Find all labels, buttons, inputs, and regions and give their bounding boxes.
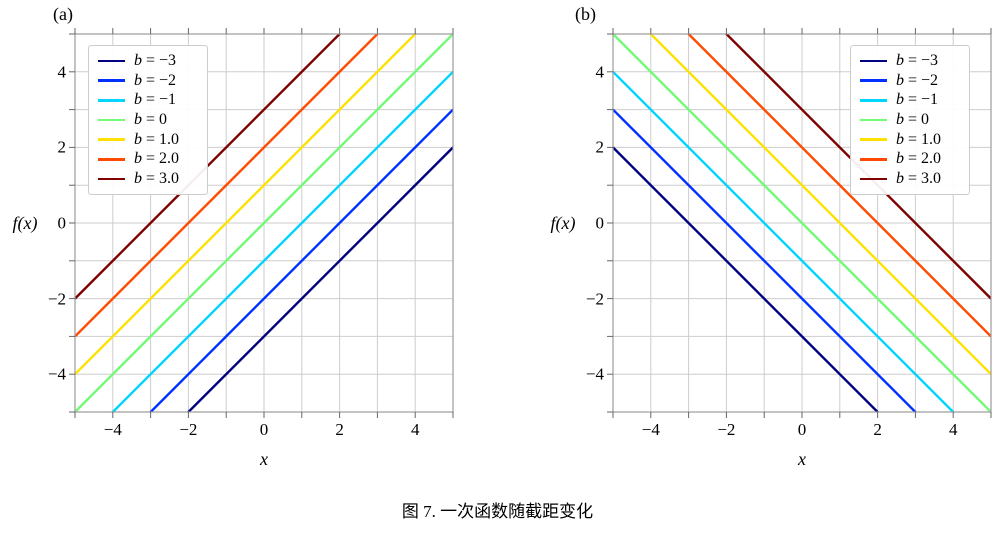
series-lines — [75, 34, 453, 412]
x-tick-label: −4 — [103, 420, 122, 439]
legend-item: b = −1 — [860, 90, 960, 110]
x-tick-label: 0 — [259, 420, 269, 439]
legend-swatch — [860, 157, 887, 161]
x-tick-label: 2 — [335, 420, 344, 439]
series-line — [686, 34, 991, 338]
legend-item: b = −2 — [860, 71, 960, 91]
series-line — [613, 70, 955, 412]
y-tick-label: 4 — [57, 62, 67, 82]
legend-swatch — [98, 118, 125, 122]
legend-label: b = 1.0 — [134, 130, 180, 148]
series-line — [649, 34, 991, 376]
x-axis-label: x — [260, 449, 268, 469]
series-line — [75, 34, 342, 300]
plot-area-b — [607, 28, 992, 418]
legend-label: b = −1 — [896, 91, 939, 109]
y-tick-label: 0 — [57, 213, 67, 233]
y-tick-label: −2 — [585, 289, 604, 309]
legend-item: b = −3 — [98, 51, 198, 71]
legend-item: b = 2.0 — [98, 149, 198, 169]
legend-label: b = −1 — [134, 91, 177, 109]
legend-label: b = 3.0 — [134, 169, 180, 187]
series-line — [111, 70, 453, 412]
legend-label: b = 2.0 — [896, 150, 942, 168]
legend-swatch — [860, 59, 887, 63]
legend-swatch — [98, 138, 125, 141]
legend-label: b = −2 — [896, 71, 939, 89]
legend-label: b = 0 — [896, 110, 930, 128]
legend-swatch — [98, 98, 125, 102]
legend-label: b = 3.0 — [896, 169, 942, 187]
legend: b = −3 b = −2 b = −1 b = 0 b = 1.0 b = 2.0 b =… — [850, 45, 970, 195]
legend-item: b = 3.0 — [98, 169, 198, 189]
legend-item: b = 1.0 — [860, 130, 960, 150]
legend-swatch — [98, 79, 125, 82]
series-line — [75, 34, 417, 376]
legend: b = −3 b = −2 b = −1 b = 0 b = 1.0 b = 2.0 b =… — [88, 45, 208, 195]
legend-swatch — [98, 177, 125, 181]
series-line — [75, 34, 380, 338]
series-line — [613, 108, 918, 412]
legend-label: b = −3 — [896, 51, 939, 69]
x-tick-label: −2 — [179, 420, 198, 439]
x-tick-label: 4 — [948, 420, 958, 439]
x-tick-label: 2 — [873, 420, 882, 439]
series-line — [724, 34, 991, 300]
legend-label: b = 0 — [134, 110, 168, 128]
y-tick-label: 2 — [595, 137, 605, 157]
panel-label-a: (a) — [53, 4, 73, 24]
legend-item: b = 0 — [98, 110, 198, 130]
x-axis-label: x — [798, 449, 806, 469]
y-axis-label: f(x) — [550, 213, 576, 233]
legend-swatch — [98, 59, 125, 63]
legend-swatch — [98, 157, 125, 161]
x-tick-label: −4 — [641, 420, 660, 439]
x-tick-label: 0 — [797, 420, 807, 439]
legend-swatch — [860, 177, 887, 181]
x-tick-label: −2 — [717, 420, 736, 439]
series-lines — [613, 34, 991, 412]
y-tick-label: 4 — [595, 62, 605, 82]
panel-label-b: (b) — [575, 4, 596, 24]
y-tick-label: 2 — [57, 137, 67, 157]
x-tick-label: 4 — [410, 420, 420, 439]
series-line — [613, 146, 880, 412]
figure-caption: 图 7. 一次函数随截距变化 — [401, 502, 594, 521]
legend-item: b = 2.0 — [860, 149, 960, 169]
y-tick-label: 0 — [595, 213, 605, 233]
legend-item: b = 1.0 — [98, 130, 198, 150]
y-axis-label: f(x) — [12, 213, 38, 233]
tick-marks — [607, 28, 992, 418]
legend-item: b = −3 — [860, 51, 960, 71]
legend-item: b = 3.0 — [860, 169, 960, 189]
legend-label: b = 2.0 — [134, 150, 180, 168]
legend-swatch — [860, 118, 887, 122]
series-line — [148, 108, 453, 412]
series-line — [75, 34, 453, 412]
legend-label: b = −3 — [134, 51, 177, 69]
legend-item: b = −1 — [98, 90, 198, 110]
legend-swatch — [860, 79, 887, 82]
legend-item: b = −2 — [98, 71, 198, 91]
plot-area-a — [69, 28, 454, 418]
series-line — [613, 34, 991, 412]
tick-marks — [69, 28, 454, 418]
y-tick-label: −4 — [585, 364, 604, 384]
legend-swatch — [860, 138, 887, 141]
y-tick-label: −2 — [47, 289, 66, 309]
series-line — [186, 146, 453, 412]
legend-swatch — [860, 98, 887, 102]
legend-item: b = 0 — [860, 110, 960, 130]
legend-label: b = 1.0 — [896, 130, 942, 148]
legend-label: b = −2 — [134, 71, 177, 89]
y-tick-label: −4 — [47, 364, 66, 384]
